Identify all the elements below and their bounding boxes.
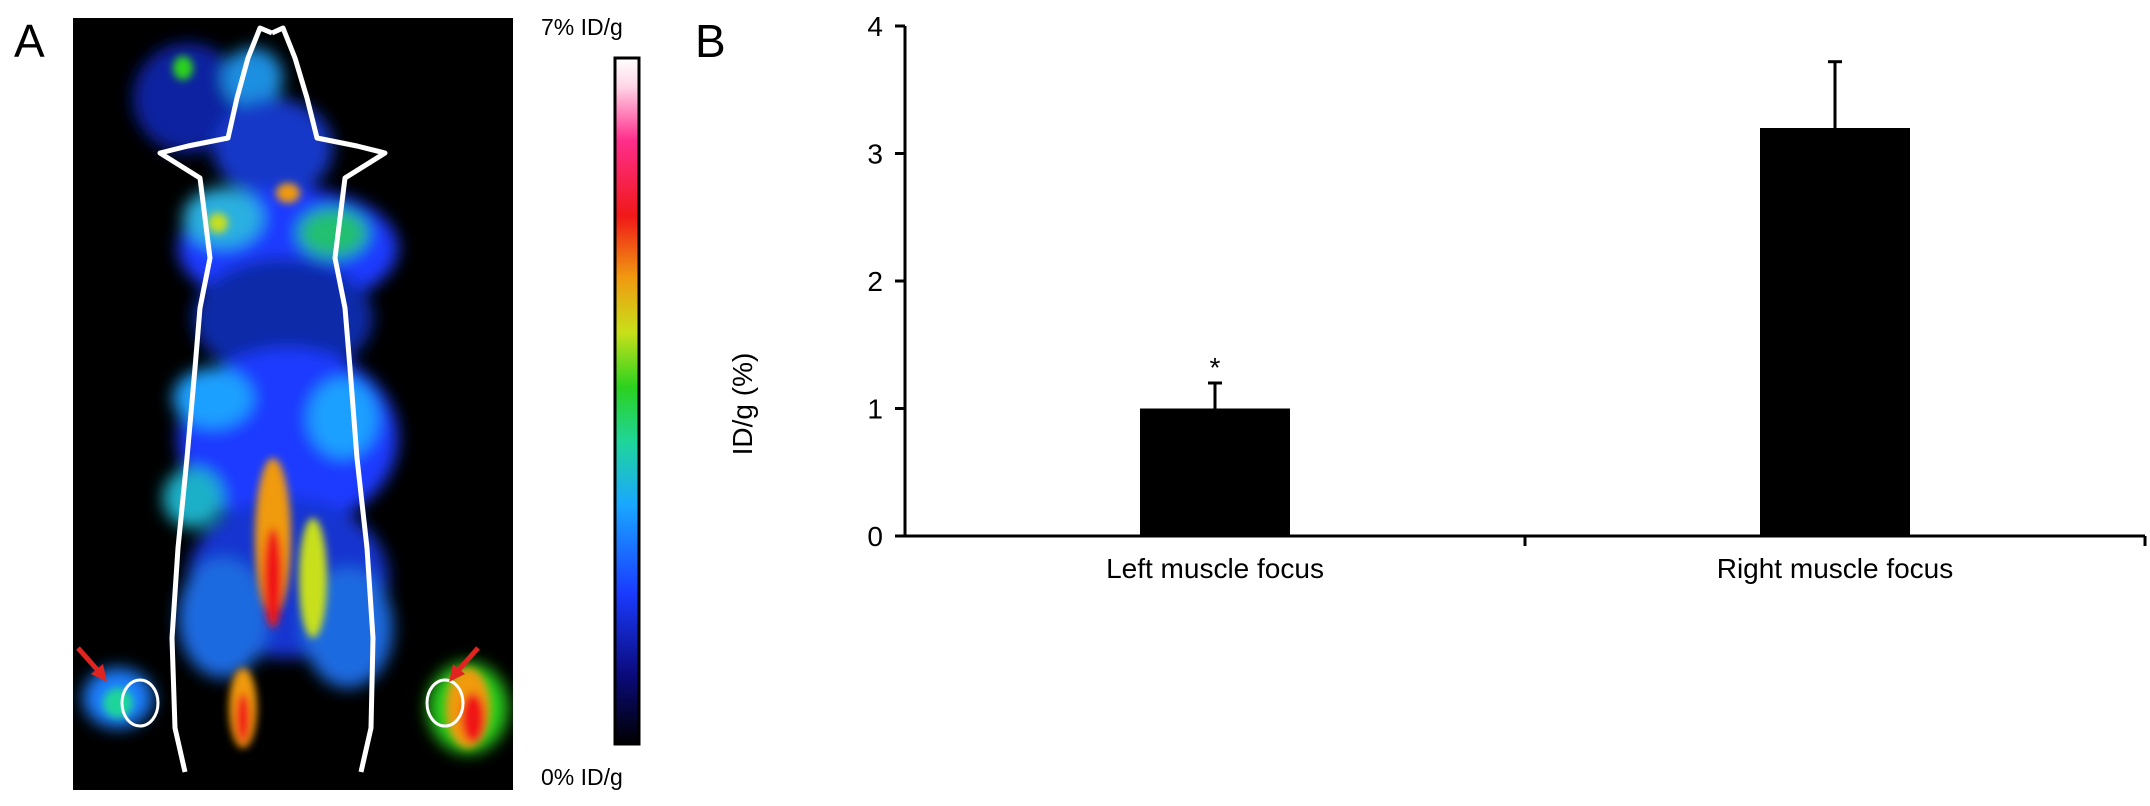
colorbar-gradient [613, 56, 641, 746]
right-roi-circle [425, 678, 465, 728]
panel-label-b: B [695, 15, 726, 67]
y-axis-label: ID/g (%) [727, 353, 758, 456]
left-arrow [76, 646, 107, 682]
colorbar [613, 56, 641, 746]
bar-chart: 0 1 2 3 4 * Left muscle focus Right muscle focu… [727, 11, 2147, 584]
significance-marker: * [1210, 352, 1221, 383]
body-outline [157, 25, 388, 773]
panel-label-a: A [14, 15, 45, 67]
category-label: Left muscle focus [1106, 553, 1324, 584]
y-tick-label: 3 [867, 139, 883, 170]
y-tick-label: 4 [867, 11, 883, 42]
category-label: Right muscle focus [1717, 553, 1954, 584]
bar-1 [1140, 408, 1290, 536]
colorbar-max-label: 7% ID/g [541, 14, 623, 40]
y-tick-label: 2 [867, 266, 883, 297]
bar-2 [1760, 128, 1910, 536]
y-tick-label: 1 [867, 394, 883, 425]
y-tick-label: 0 [867, 521, 883, 552]
colorbar-min-label: 0% ID/g [541, 764, 623, 790]
pet-scan-image [73, 18, 513, 790]
left-roi-circle [120, 678, 160, 728]
right-arrow [449, 646, 480, 682]
